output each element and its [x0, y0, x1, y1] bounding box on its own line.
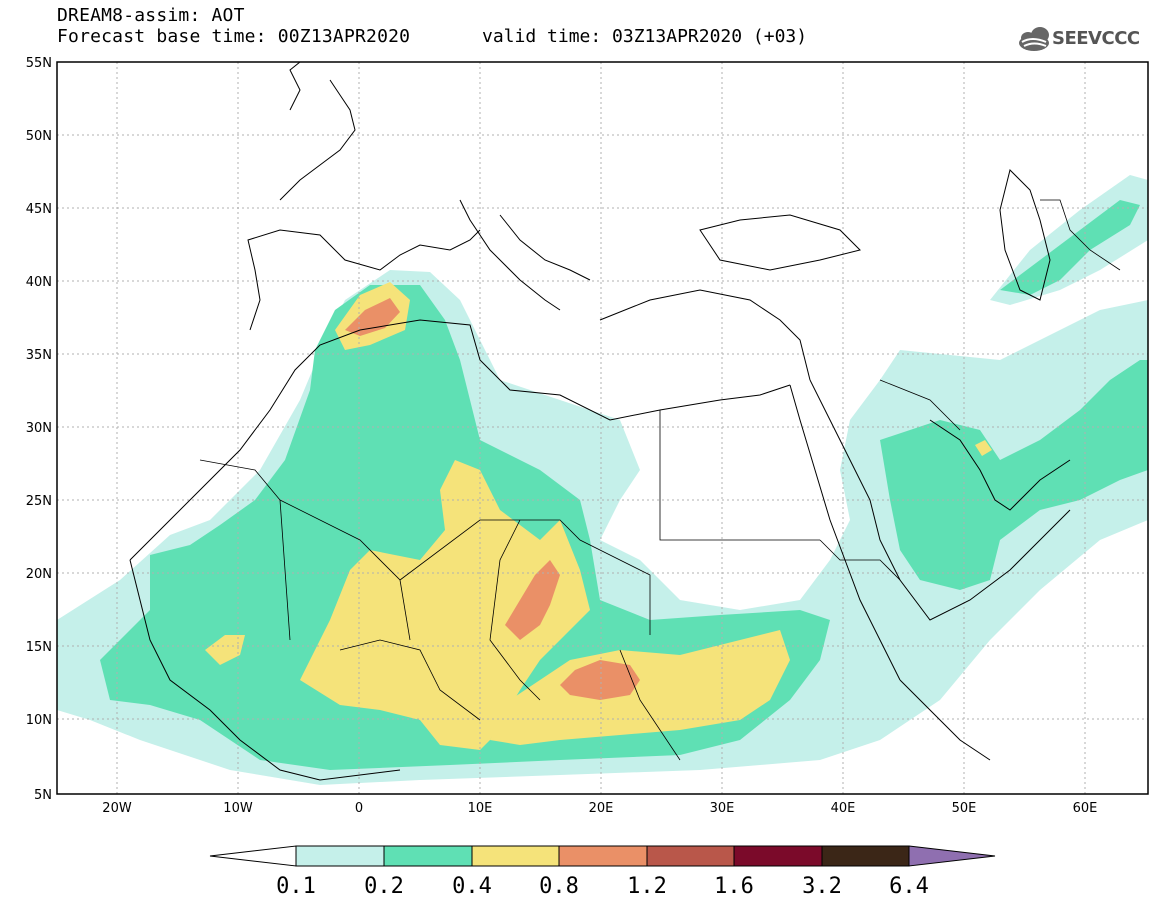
lat-label: 55N [26, 56, 52, 71]
lat-label: 45N [26, 202, 52, 217]
colorbar-left-arrow [209, 845, 297, 867]
lat-label: 5N [34, 788, 52, 803]
lon-label: 10E [468, 801, 493, 816]
lat-label: 25N [26, 494, 52, 509]
graticule [57, 62, 1148, 794]
colorbar-label: 6.4 [889, 874, 929, 899]
lat-label: 20N [26, 567, 52, 582]
lon-label: 10W [223, 801, 253, 816]
aot-band-0.8 [345, 298, 640, 700]
aot-field [57, 175, 1148, 785]
map-frame [56, 61, 1149, 795]
colorbar: 0.1 0.2 0.4 0.8 1.2 1.6 3.2 6.4 [209, 845, 996, 899]
colorbar-label: 0.4 [452, 874, 492, 899]
colorbar-segment [471, 845, 560, 867]
colorbar-label: 0.8 [539, 874, 579, 899]
lon-label: 30E [710, 801, 735, 816]
map-title: DREAM8-assim: AOT [57, 5, 245, 26]
colorbar-label: 0.2 [364, 874, 404, 899]
aot-band-0.4 [205, 282, 992, 750]
lon-label: 50E [952, 801, 977, 816]
lon-label: 20E [589, 801, 614, 816]
lon-label: 40E [831, 801, 856, 816]
seevccc-logo [1019, 27, 1049, 51]
lat-label: 30N [26, 421, 52, 436]
lat-label: 40N [26, 275, 52, 290]
lon-label: 60E [1073, 801, 1098, 816]
colorbar-segment [733, 845, 823, 867]
colorbar-segment [295, 845, 385, 867]
colorbar-segment [821, 845, 910, 867]
colorbar-right-arrow [908, 845, 996, 867]
borders [199, 199, 1121, 761]
lon-label: 0 [355, 801, 363, 816]
colorbar-segment [383, 845, 473, 867]
lat-label: 35N [26, 348, 52, 363]
colorbar-segment [646, 845, 735, 867]
colorbar-label: 1.2 [627, 874, 667, 899]
colorbar-label: 0.1 [276, 874, 316, 899]
logo-text: SEEVCCC [1052, 28, 1140, 49]
forecast-base-time: Forecast base time: 00Z13APR2020 [57, 26, 411, 47]
lat-label: 15N [26, 640, 52, 655]
valid-time: valid time: 03Z13APR2020 (+03) [482, 26, 808, 47]
lat-axis: 55N 50N 45N 40N 35N 30N 25N 20N 15N 10N … [26, 56, 52, 803]
colorbar-segment [558, 845, 648, 867]
colorbar-label: 1.6 [714, 874, 754, 899]
coastlines [129, 62, 1071, 781]
lon-label: 20W [102, 801, 132, 816]
colorbar-label: 3.2 [802, 874, 842, 899]
lat-label: 50N [26, 129, 52, 144]
lat-label: 10N [26, 713, 52, 728]
lon-axis: 20W 10W 0 10E 20E 30E 40E 50E 60E [102, 801, 1097, 816]
